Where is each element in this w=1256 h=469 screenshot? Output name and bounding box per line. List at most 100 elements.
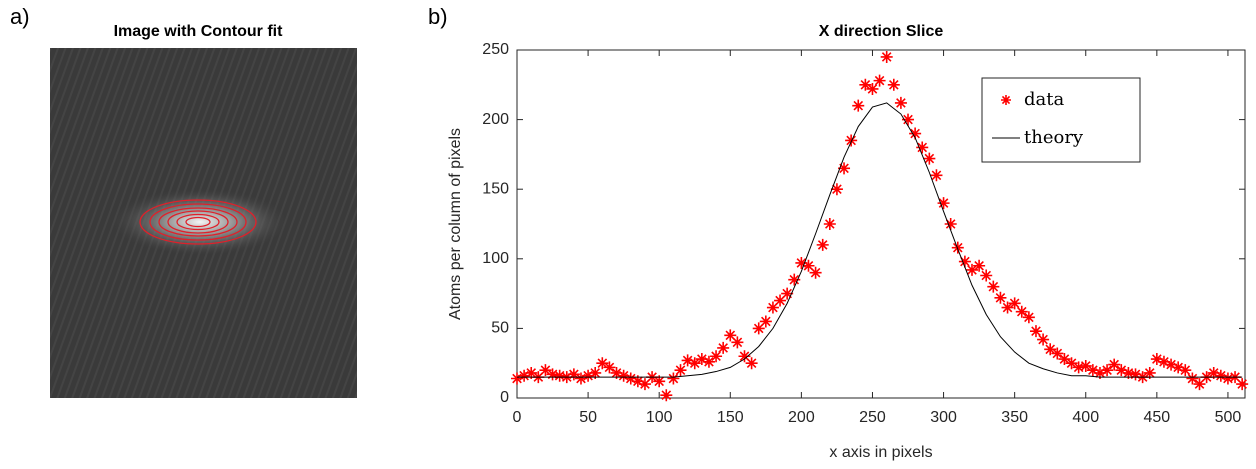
y-tick-label: 0	[500, 389, 509, 406]
legend-box	[981, 77, 1141, 163]
legend: data theory	[981, 77, 1141, 163]
data-point	[1072, 361, 1085, 374]
data-point	[1044, 343, 1057, 356]
data-point	[511, 372, 523, 385]
data-point	[902, 113, 915, 126]
data-point	[603, 361, 616, 374]
theory-line	[517, 102, 1243, 378]
data-point	[1221, 372, 1234, 385]
data-point	[781, 287, 794, 300]
data-point	[859, 78, 872, 91]
data-point	[1108, 358, 1121, 371]
data-point	[759, 315, 772, 328]
data-point	[731, 336, 744, 349]
data-point	[1179, 364, 1192, 377]
data-point	[866, 82, 879, 95]
y-tick-label: 50	[491, 320, 509, 337]
data-point	[596, 357, 609, 370]
data-point	[923, 152, 936, 165]
y-tick-label: 250	[482, 41, 509, 58]
x-tick-label: 50	[579, 409, 597, 426]
data-point	[667, 372, 680, 385]
x-tick-label: 100	[646, 409, 673, 426]
data-point	[1001, 301, 1014, 314]
data-point	[638, 378, 651, 391]
data-point	[802, 259, 815, 272]
data-point	[574, 372, 587, 385]
data-point	[525, 366, 538, 379]
data-point	[717, 341, 730, 354]
data-point	[894, 96, 907, 109]
data-point	[724, 329, 737, 342]
data-point	[610, 366, 623, 379]
data-point	[795, 256, 808, 269]
data-point	[1207, 366, 1220, 379]
data-point	[830, 183, 843, 196]
x-tick-label: 400	[1072, 409, 1099, 426]
data-point	[631, 375, 644, 388]
data-point	[1058, 353, 1071, 366]
data-point	[1236, 378, 1249, 391]
panel-label: b)	[428, 4, 448, 29]
data-point	[738, 350, 751, 363]
data-point	[930, 169, 943, 182]
data-point	[1157, 355, 1170, 368]
data-point	[816, 238, 829, 251]
cloud-glow	[110, 188, 290, 256]
data-point	[937, 197, 950, 210]
panel-label: a)	[10, 4, 30, 29]
x-tick-label: 150	[717, 409, 744, 426]
data-point	[695, 353, 708, 366]
data-point	[1029, 325, 1042, 338]
x-tick-label: 200	[788, 409, 815, 426]
data-point	[1186, 372, 1199, 385]
data-point	[766, 301, 779, 314]
contour-image	[50, 48, 357, 398]
data-point	[1008, 297, 1021, 310]
data-point	[1086, 364, 1099, 377]
legend-label: data	[1024, 89, 1064, 110]
data-point	[681, 354, 694, 367]
data-point	[589, 366, 602, 379]
x-tick-label: 350	[1001, 409, 1028, 426]
data-point	[873, 74, 886, 87]
data-point	[567, 368, 580, 381]
data-point	[1172, 361, 1185, 374]
data-point	[1022, 311, 1035, 324]
data-point	[518, 369, 531, 382]
image-title: Image with Contour fit	[114, 23, 284, 40]
data-point	[1150, 353, 1163, 366]
data-point	[973, 259, 986, 272]
data-point	[1037, 333, 1050, 346]
chart-title: X direction Slice	[819, 23, 944, 40]
data-point	[987, 280, 1000, 293]
data-point	[1122, 366, 1135, 379]
y-axis-label: Atoms per column of pixels	[447, 128, 464, 320]
data-point	[788, 273, 801, 286]
data-point	[582, 369, 595, 382]
data-point	[710, 350, 723, 363]
x-tick-label: 250	[859, 409, 886, 426]
data-point	[546, 368, 559, 381]
data-point	[944, 218, 957, 230]
data-point	[1193, 378, 1206, 391]
data-point	[916, 141, 929, 154]
data-point	[1143, 366, 1156, 379]
data-point	[994, 291, 1007, 304]
data-point	[617, 369, 630, 382]
data-point	[980, 269, 993, 282]
data-point	[1101, 364, 1114, 377]
y-tick-label: 100	[482, 250, 509, 267]
data-point	[909, 127, 922, 140]
x-tick-label: 500	[1215, 409, 1242, 426]
data-point	[1115, 364, 1128, 377]
data-point	[1214, 369, 1227, 382]
x-tick-label: 0	[513, 409, 522, 426]
data-point	[1065, 357, 1078, 370]
x-tick-label: 300	[930, 409, 957, 426]
data-point	[1093, 366, 1106, 379]
data-point	[539, 364, 552, 377]
data-point	[880, 50, 893, 63]
